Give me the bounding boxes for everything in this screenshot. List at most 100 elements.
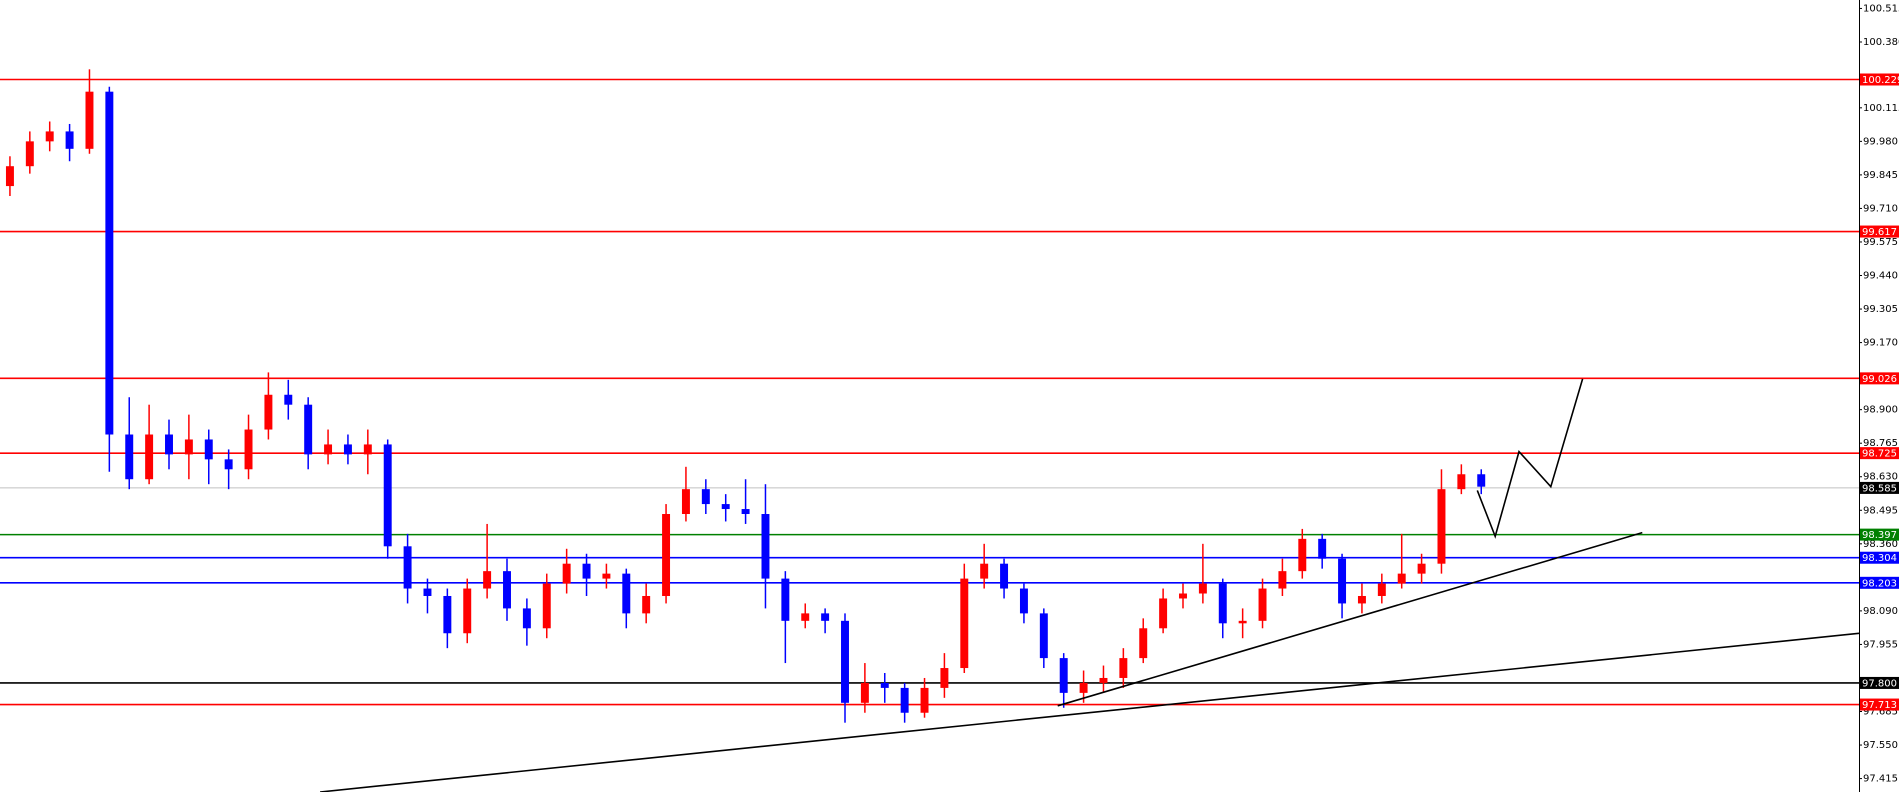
candle-body: [443, 595, 452, 634]
candle-body: [542, 583, 551, 629]
candle-body: [65, 131, 74, 149]
price-level-tag: [1860, 447, 1899, 460]
price-level-tag: [1860, 372, 1899, 385]
candle-body: [363, 444, 372, 455]
candle-body: [522, 608, 531, 629]
candle-body: [145, 434, 154, 480]
candle-body: [383, 444, 392, 547]
candle-body: [880, 682, 889, 688]
y-tick-label: 98.090: [1863, 606, 1898, 617]
price-level-label: 98.203: [1862, 578, 1897, 589]
candle-body: [801, 613, 810, 621]
candle-body: [324, 444, 333, 455]
candle-body: [184, 439, 193, 455]
trendline: [320, 632, 1860, 792]
candle-body: [662, 514, 671, 596]
candle-body: [622, 573, 631, 614]
candle-body: [582, 563, 591, 579]
y-tick-label: 98.900: [1863, 405, 1898, 416]
price-level-tag: [1860, 576, 1899, 589]
candle-body: [900, 687, 909, 713]
price-level-label: 98.585: [1862, 483, 1897, 494]
candle-body: [920, 687, 929, 713]
trendline: [1057, 531, 1643, 707]
candle-body: [1457, 474, 1466, 490]
price-level-label: 98.725: [1862, 449, 1897, 460]
candle-body: [85, 91, 94, 149]
price-level-label: 97.800: [1862, 678, 1897, 689]
candle-body: [1079, 682, 1088, 693]
candle-body: [642, 595, 651, 614]
candle-body: [1198, 583, 1207, 594]
y-tick-label: 100.515: [1863, 3, 1899, 14]
candle-body: [602, 573, 611, 579]
y-tick-label: 100.380: [1863, 37, 1899, 48]
candle-body: [1099, 677, 1108, 683]
candle-body: [1159, 598, 1168, 629]
y-tick-label: 99.980: [1863, 136, 1898, 147]
price-level-label: 99.026: [1862, 374, 1897, 385]
y-tick-label: 99.575: [1863, 237, 1898, 248]
y-tick-label: 97.955: [1863, 639, 1898, 650]
candle-body: [1357, 595, 1366, 604]
candle-body: [1039, 613, 1048, 659]
candle-body: [1258, 588, 1267, 621]
y-tick-label: 97.415: [1863, 774, 1898, 785]
candle-body: [343, 444, 352, 455]
candle-body: [244, 429, 253, 470]
candle-body: [1119, 658, 1128, 678]
candle-body: [304, 404, 313, 455]
candle-body: [125, 434, 134, 480]
price-level-label: 98.304: [1862, 553, 1897, 564]
candle-body: [1179, 593, 1187, 599]
candle-body: [503, 571, 511, 609]
candle-body: [860, 682, 869, 703]
candle-body: [224, 459, 233, 470]
price-level-tag: [1860, 676, 1899, 689]
price-level-label: 100.229: [1862, 75, 1899, 86]
price-level-tag: [1860, 73, 1899, 86]
y-tick-label: 98.360: [1863, 539, 1898, 550]
candle-body: [1059, 658, 1068, 693]
candle-body: [1318, 538, 1327, 559]
y-tick-label: 99.440: [1863, 271, 1898, 282]
candle-body: [701, 489, 710, 505]
candle-body: [403, 546, 412, 589]
candle-body: [284, 394, 293, 405]
candle-body: [25, 141, 34, 167]
price-level-label: 97.713: [1862, 700, 1897, 711]
y-tick-label: 99.305: [1863, 304, 1898, 315]
candle-body: [681, 489, 690, 515]
candle-body: [1377, 583, 1386, 596]
candle-body: [45, 131, 54, 142]
candle-body: [940, 668, 949, 688]
price-level-tag: [1860, 698, 1899, 711]
candle-body: [463, 588, 472, 634]
candle-body: [1000, 563, 1009, 589]
candle-body: [5, 166, 14, 187]
candle-body: [483, 571, 492, 589]
y-tick-label: 97.550: [1863, 740, 1898, 751]
candle-body: [1218, 583, 1227, 624]
price-level-tag: [1860, 481, 1899, 494]
candle-body: [105, 91, 114, 435]
trendline: [1476, 378, 1584, 539]
candle-body: [1298, 538, 1307, 572]
y-tick-label: 98.765: [1863, 438, 1898, 449]
candle-body: [821, 613, 830, 621]
candle-body: [781, 578, 790, 621]
price-level-tag: [1860, 528, 1899, 541]
price-level-tag: [1860, 225, 1899, 238]
candle-body: [980, 563, 989, 579]
candle-body: [1019, 588, 1028, 614]
price-level-label: 98.397: [1862, 530, 1897, 541]
candle-body: [1477, 474, 1486, 487]
candle-body: [204, 439, 213, 460]
candle-body: [1338, 558, 1347, 604]
candle-body: [741, 509, 750, 515]
candle-body: [1397, 573, 1406, 584]
candle-body: [1437, 489, 1446, 564]
y-tick-label: 100.115: [1863, 103, 1899, 114]
